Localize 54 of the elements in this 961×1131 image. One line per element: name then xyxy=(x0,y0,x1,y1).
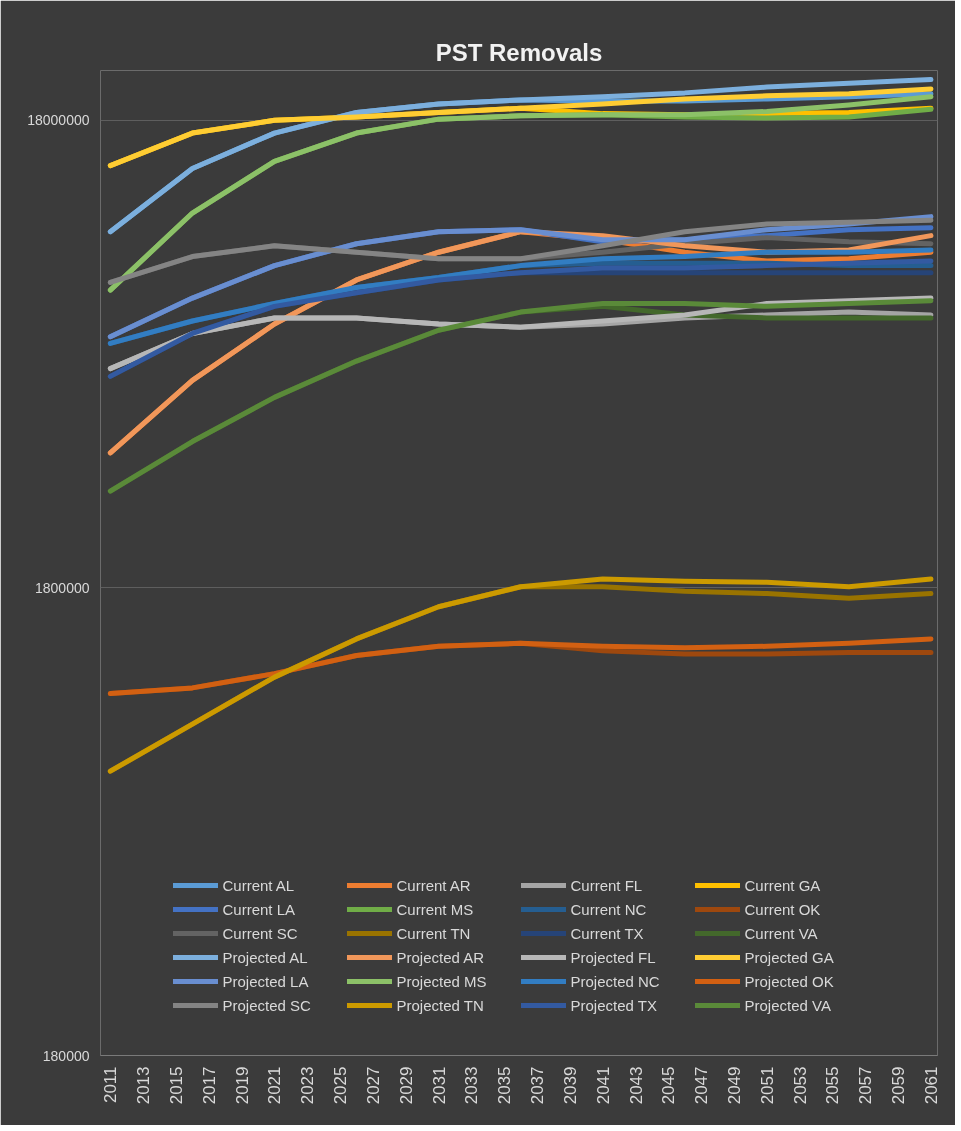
chart-title: PST Removals xyxy=(435,38,603,66)
legend-label: Projected TX xyxy=(570,996,658,1014)
legend-label: Current LA xyxy=(222,900,297,918)
legend-label: Current GA xyxy=(744,876,822,894)
legend-label: Projected AR xyxy=(396,948,486,966)
x-tick-label: 2031 xyxy=(429,1066,449,1105)
x-tick-label: 2055 xyxy=(823,1066,843,1105)
legend-label: Projected FL xyxy=(570,948,657,966)
legend-label: Current AL xyxy=(222,876,296,894)
y-tick-label: 1800000 xyxy=(35,579,90,596)
legend-label: Projected NC xyxy=(570,972,661,990)
legend-label: Projected GA xyxy=(744,948,835,966)
x-tick-label: 2029 xyxy=(396,1066,416,1105)
x-tick-label: 2037 xyxy=(528,1066,548,1105)
legend-label: Current FL xyxy=(570,876,644,894)
x-tick-label: 2057 xyxy=(856,1066,876,1105)
legend-label: Current OK xyxy=(744,900,822,918)
legend-label: Projected TN xyxy=(396,996,485,1014)
x-tick-label: 2025 xyxy=(331,1066,351,1105)
x-tick-label: 2051 xyxy=(757,1066,777,1105)
x-tick-label: 2019 xyxy=(232,1066,252,1105)
legend-label: Projected VA xyxy=(744,996,832,1014)
x-tick-label: 2047 xyxy=(692,1066,712,1105)
x-tick-label: 2017 xyxy=(199,1066,219,1105)
legend-label: Current AR xyxy=(396,876,472,894)
legend-label: Current NC xyxy=(570,900,648,918)
legend-label: Projected OK xyxy=(744,972,835,990)
x-tick-label: 2049 xyxy=(724,1066,744,1105)
x-tick-label: 2021 xyxy=(265,1066,285,1105)
x-tick-label: 2027 xyxy=(363,1066,383,1105)
x-tick-label: 2035 xyxy=(495,1066,515,1105)
legend-label: Projected LA xyxy=(222,972,310,990)
x-tick-label: 2041 xyxy=(593,1066,613,1105)
x-tick-label: 2011 xyxy=(101,1066,121,1104)
legend-label: Projected MS xyxy=(396,972,488,990)
y-tick-label: 18000000 xyxy=(27,112,90,129)
legend-label: Current MS xyxy=(396,900,475,918)
legend-label: Projected AL xyxy=(222,948,309,966)
x-tick-label: 2061 xyxy=(921,1066,941,1105)
x-tick-label: 2043 xyxy=(626,1066,646,1105)
x-tick-label: 2053 xyxy=(790,1066,810,1105)
x-tick-label: 2059 xyxy=(889,1066,909,1105)
x-tick-label: 2015 xyxy=(166,1066,186,1105)
y-tick-label: 180000 xyxy=(42,1047,90,1064)
x-tick-label: 2033 xyxy=(462,1066,482,1105)
x-tick-label: 2023 xyxy=(298,1066,318,1105)
legend-label: Projected SC xyxy=(222,996,312,1014)
legend-label: Current SC xyxy=(222,924,299,942)
legend-label: Current TN xyxy=(396,924,472,942)
legend-label: Current VA xyxy=(744,924,819,942)
legend-label: Current TX xyxy=(570,924,645,942)
x-tick-label: 2013 xyxy=(134,1066,154,1105)
x-tick-label: 2039 xyxy=(560,1066,580,1105)
x-tick-label: 2045 xyxy=(659,1066,679,1105)
